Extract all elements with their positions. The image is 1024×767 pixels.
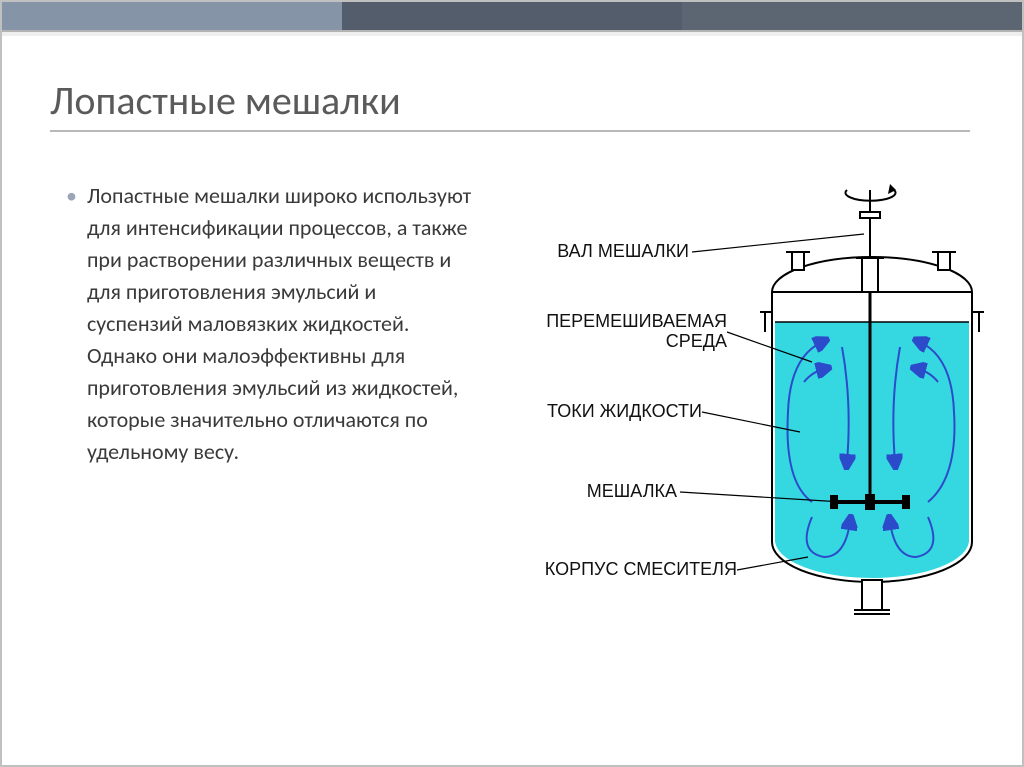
slide-title: Лопастные мешалки (50, 76, 401, 125)
label-body: КОРПУС СМЕСИТЕЛЯ (512, 560, 737, 578)
label-medium-1: ПЕРЕМЕШИВАЕМАЯ (512, 312, 727, 330)
body-text-block: • Лопастные мешалки широко используют дл… (66, 180, 476, 468)
label-shaft: ВАЛ МЕШАЛКИ (524, 242, 689, 260)
header-bar (2, 2, 1022, 30)
bullet-icon: • (66, 180, 77, 468)
label-currents: ТОКИ ЖИДКОСТИ (512, 402, 702, 420)
mixer-diagram: ВАЛ МЕШАЛКИ ПЕРЕМЕШИВАЕМАЯ СРЕДА ТОКИ ЖИ… (512, 162, 992, 642)
slide-frame: Лопастные мешалки • Лопастные мешалки ши… (0, 0, 1024, 767)
body-paragraph: Лопастные мешалки широко используют для … (87, 180, 476, 468)
bar-segment (342, 2, 682, 30)
label-impeller: МЕШАЛКА (532, 482, 677, 500)
bar-segment (682, 2, 1022, 30)
title-underline (50, 130, 970, 132)
header-divider (2, 30, 1022, 36)
bar-segment (2, 2, 342, 30)
label-medium-2: СРЕДА (512, 332, 727, 350)
